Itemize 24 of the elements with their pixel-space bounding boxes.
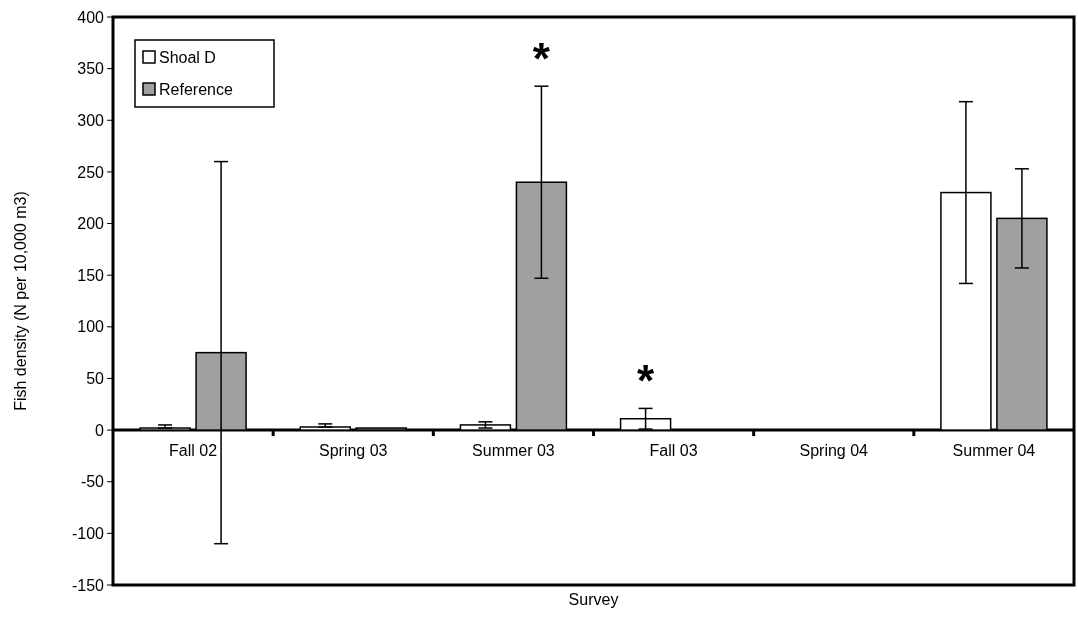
x-tick-label: Summer 04	[952, 442, 1036, 460]
legend-label: Reference	[159, 80, 233, 98]
annotation: *	[532, 34, 551, 84]
y-tick-label: -150	[71, 576, 105, 594]
y-tick-label: 0	[95, 421, 105, 439]
y-tick-label: 350	[77, 60, 105, 78]
y-tick-label: 100	[77, 318, 105, 336]
y-tick-label: 400	[77, 8, 105, 26]
x-tick-label: Fall 03	[649, 442, 698, 460]
x-tick-label: Summer 03	[472, 442, 555, 460]
y-tick-label: 250	[77, 163, 105, 181]
x-tick-label: Spring 03	[319, 442, 388, 460]
y-tick-label: 300	[77, 111, 105, 129]
y-axis-title: Fish density (N per 10,000 m3)	[12, 191, 29, 411]
x-axis-title: Survey	[568, 591, 619, 608]
x-tick-label: Fall 02	[169, 442, 218, 460]
y-tick-label: 50	[86, 370, 105, 388]
y-tick-label: 150	[77, 266, 105, 284]
x-tick-label: Spring 04	[799, 442, 869, 460]
annotation: *	[637, 356, 656, 406]
y-tick-label: -50	[80, 473, 105, 491]
y-tick-label: 200	[77, 215, 105, 233]
legend-label: Shoal D	[159, 48, 216, 66]
y-tick-label: -100	[71, 524, 105, 542]
